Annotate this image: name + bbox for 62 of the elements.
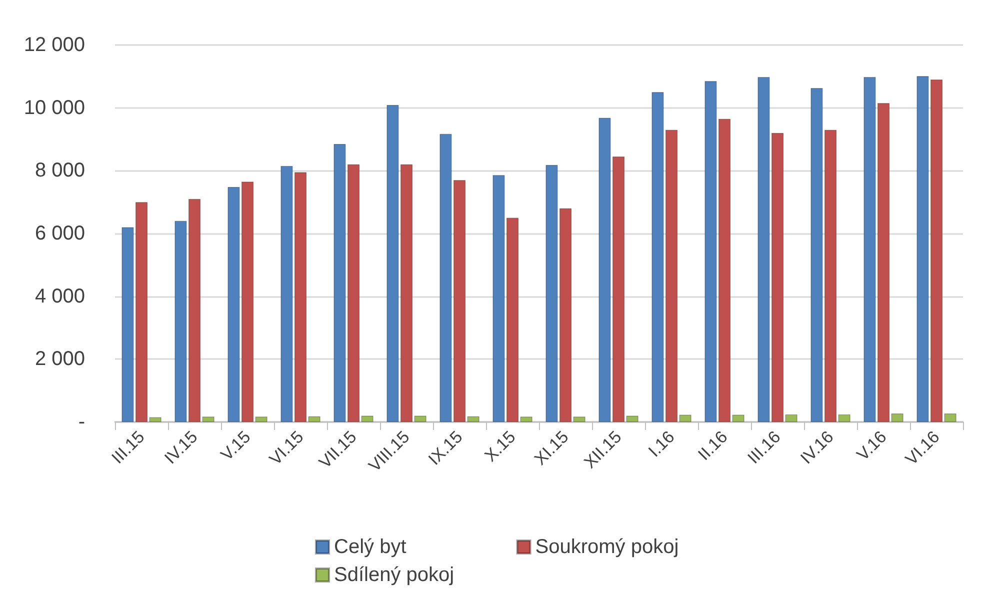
bar [188, 198, 200, 422]
bar [612, 156, 624, 422]
bar [598, 118, 611, 422]
bar [679, 414, 692, 422]
y-tick-label: 10 000 [24, 96, 85, 119]
bar [294, 172, 306, 422]
bar [361, 416, 374, 422]
legend-label: Soukromý pokoj [535, 536, 679, 558]
bar [772, 132, 784, 422]
bar [414, 416, 426, 422]
bar [149, 417, 162, 422]
bar [400, 164, 412, 422]
y-tick-label: 12 000 [24, 34, 85, 56]
bar [878, 103, 890, 422]
bar [560, 208, 572, 422]
bar [174, 220, 187, 422]
x-tick-label: V.15 [217, 427, 254, 464]
bar [280, 166, 293, 422]
y-tick-label: 2 000 [34, 348, 85, 370]
bar [255, 416, 268, 422]
bar [386, 105, 399, 422]
y-tick-label: 6 000 [34, 222, 85, 244]
bar [732, 414, 744, 422]
bar [506, 218, 518, 422]
bar [136, 202, 148, 422]
bar [810, 88, 823, 422]
bar [916, 76, 929, 422]
y-tick-label: - [78, 411, 85, 433]
bar [202, 416, 214, 422]
bar [520, 416, 532, 422]
y-tick-label: 4 000 [34, 285, 85, 308]
bar [334, 144, 346, 422]
bar [467, 416, 480, 422]
legend-label: Celý byt [334, 536, 407, 558]
bar [626, 416, 638, 422]
bar [666, 130, 678, 422]
y-tick-label: 8 000 [34, 160, 85, 182]
bar [242, 182, 254, 422]
bar [348, 164, 360, 422]
bar [308, 416, 320, 422]
legend-label: Sdílený pokoj [334, 564, 454, 586]
bar [864, 77, 876, 422]
bar [228, 187, 240, 422]
x-tick-label: V.16 [853, 427, 890, 464]
bar [546, 165, 558, 422]
bar [785, 414, 798, 422]
bar [704, 81, 717, 422]
bar [122, 227, 134, 422]
bar [930, 80, 942, 422]
x-tick-label: I.16 [644, 427, 678, 461]
bar [492, 175, 505, 422]
bar [758, 77, 770, 422]
bar [440, 134, 452, 422]
bar [718, 118, 730, 422]
bar [838, 414, 850, 422]
bar [652, 92, 664, 422]
bar [573, 416, 586, 422]
bar [824, 130, 836, 422]
bar [454, 180, 466, 422]
bar [944, 414, 956, 422]
x-tick-label: II.16 [694, 427, 732, 464]
bar [891, 414, 904, 422]
